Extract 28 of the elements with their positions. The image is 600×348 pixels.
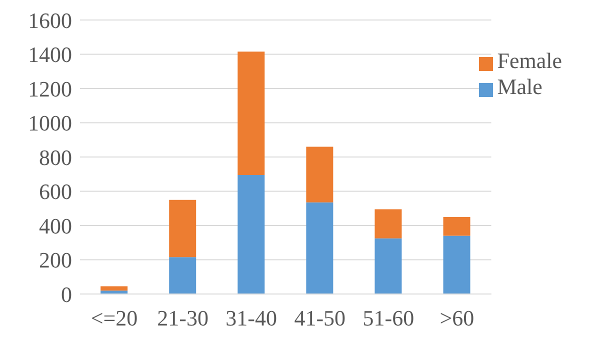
y-tick-label: 1600 xyxy=(28,8,72,33)
bar xyxy=(443,216,470,236)
y-tick-label: 0 xyxy=(61,282,72,307)
x-tick-label: 21-30 xyxy=(157,306,208,331)
y-tick-label: 1200 xyxy=(28,76,72,102)
y-tick-label: 400 xyxy=(39,213,72,238)
x-tick-label: >60 xyxy=(440,306,474,331)
bar xyxy=(238,174,265,294)
bar xyxy=(306,146,334,202)
x-tick-label: 51-60 xyxy=(362,306,414,331)
bar xyxy=(169,200,196,258)
bar xyxy=(306,202,334,294)
legend-label: Male xyxy=(497,74,542,99)
y-tick-label: 1000 xyxy=(28,110,72,136)
bar xyxy=(374,209,402,238)
bar xyxy=(443,236,470,294)
y-tick-label: 200 xyxy=(39,248,72,273)
bar xyxy=(374,238,402,294)
bar xyxy=(169,257,196,294)
x-tick-label: 31-40 xyxy=(226,306,278,331)
bar xyxy=(238,52,265,175)
bar xyxy=(100,286,128,291)
y-tick-label: 800 xyxy=(39,144,72,170)
legend-label: Female xyxy=(497,48,562,73)
y-tick-label: 600 xyxy=(39,179,72,204)
x-tick-label: <=20 xyxy=(90,306,138,331)
x-tick-label: 41-50 xyxy=(294,306,346,331)
y-tick-label: 1400 xyxy=(28,42,72,68)
